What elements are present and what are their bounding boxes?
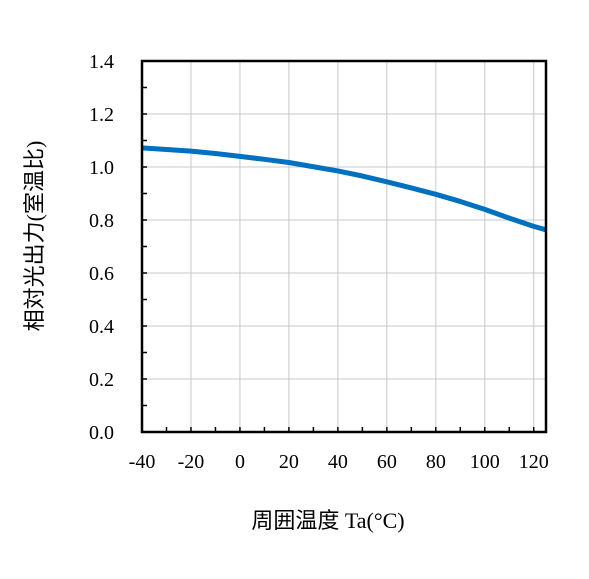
x-tick-label: 120: [519, 451, 549, 473]
y-tick-label: 0.2: [89, 369, 114, 391]
x-axis-title: 周囲温度 Ta(°C): [251, 508, 404, 533]
y-tick-label: 0.8: [89, 210, 114, 232]
y-tick-label: 1.0: [89, 157, 114, 179]
y-tick-label: 0.6: [89, 263, 114, 285]
y-tick-labels: 0.0 0.2 0.4 0.6 0.8 1.0 1.2 1.4: [89, 51, 114, 444]
x-tick-label: -20: [178, 451, 205, 473]
x-tick-label: 20: [279, 451, 299, 473]
y-tick-label: 0.0: [89, 422, 114, 444]
x-tick-label: 40: [328, 451, 348, 473]
series-layer: [141, 145, 547, 233]
y-tick-label: 1.2: [89, 104, 114, 126]
x-tick-label: 80: [426, 451, 446, 473]
x-tick-label: 100: [470, 451, 500, 473]
y-tick-label: 1.4: [89, 51, 114, 73]
x-tick-label: 60: [377, 451, 397, 473]
y-axis-title: 相対光出力(室温比): [22, 141, 47, 332]
plot-frame: [140, 59, 548, 434]
series-line: [141, 145, 547, 233]
y-tick-label: 0.4: [89, 316, 114, 338]
x-tick-label: -40: [129, 451, 156, 473]
x-tick-labels: -40 -20 0 20 40 60 80 100 120: [129, 451, 549, 473]
x-tick-label: 0: [235, 451, 245, 473]
